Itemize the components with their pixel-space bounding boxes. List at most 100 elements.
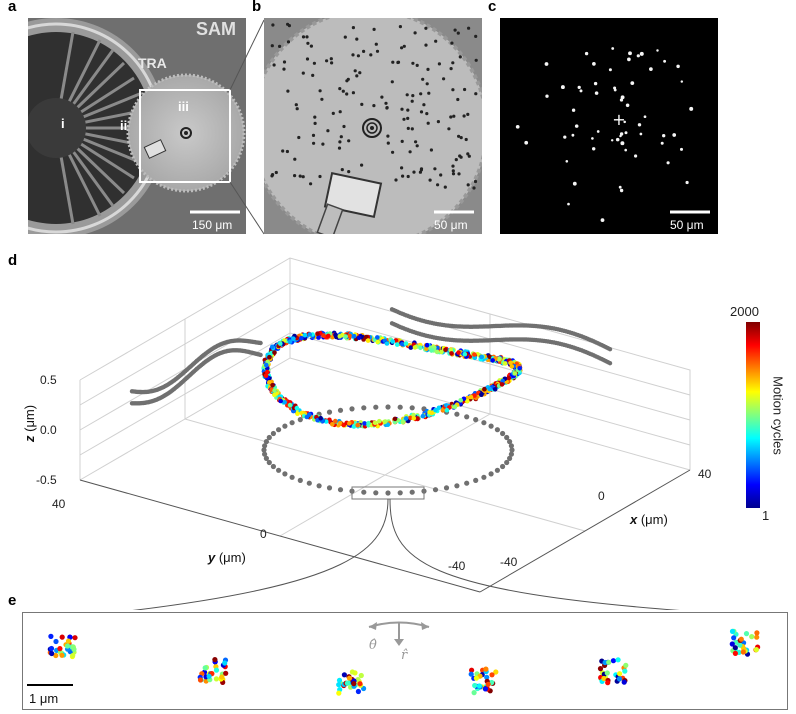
trajectory-point <box>264 362 269 368</box>
trajectory-point <box>479 392 484 397</box>
region-label-iii: iii <box>178 99 189 114</box>
trajectory-point <box>330 422 335 427</box>
fluorescent-spot <box>593 81 598 86</box>
particle-marker <box>400 46 404 50</box>
micrograph-device-overview: SAM TRA i ii iii 150 μm <box>28 18 246 234</box>
trajectory-point <box>434 349 440 355</box>
cluster-4-point <box>468 671 474 677</box>
particle-marker <box>400 139 404 143</box>
trajectory-point <box>383 419 388 424</box>
particle-marker <box>425 82 429 86</box>
trajectory-point <box>355 422 361 428</box>
cluster-3-point <box>346 675 353 681</box>
trajectory-point <box>295 411 300 416</box>
floor-projection-point <box>337 407 344 413</box>
floor-projection-point <box>397 490 403 496</box>
label-tra: TRA <box>138 55 167 71</box>
particle-marker <box>411 61 415 65</box>
cluster-6-point <box>729 628 736 634</box>
trajectory-point <box>384 341 390 346</box>
fluorescent-spot <box>680 80 684 83</box>
particle-marker <box>355 74 359 78</box>
trajectory-point <box>351 333 357 339</box>
cluster-2-point <box>219 674 225 680</box>
cluster-6-point <box>738 636 744 642</box>
cluster-3-point <box>355 677 361 683</box>
cluster-1-point <box>65 643 71 649</box>
floor-projection-point <box>326 409 333 415</box>
trajectory-point <box>375 335 380 340</box>
trajectory-point <box>424 342 430 348</box>
trajectory-point <box>366 420 371 426</box>
zoom-curve-left <box>132 498 389 610</box>
fluorescent-spot <box>524 140 529 145</box>
fluorescent-spot <box>620 95 625 100</box>
particle-marker <box>474 58 478 62</box>
floor-projection-point <box>481 474 487 480</box>
trajectory-point <box>509 364 515 369</box>
floor-projection-point <box>508 451 514 457</box>
trajectory-point <box>487 386 493 392</box>
trajectory-point <box>362 421 367 426</box>
scalebar-a-label: 150 μm <box>192 218 232 232</box>
fluorescent-spot <box>515 124 520 129</box>
cluster-3-point <box>344 680 350 686</box>
trajectory-point <box>496 357 502 362</box>
trajectory-point <box>439 349 444 355</box>
fluorescent-spot <box>624 131 628 135</box>
trajectory-point <box>482 386 487 392</box>
floor-projection-point <box>349 406 355 412</box>
cluster-3-point <box>358 672 364 679</box>
particle-marker <box>451 169 455 173</box>
scalebar-b-label: 50 μm <box>434 218 468 232</box>
trajectory-point <box>465 398 470 404</box>
cluster-4-point <box>473 675 479 681</box>
particle-marker <box>474 34 478 38</box>
particle-marker <box>442 77 446 81</box>
particle-marker <box>466 152 470 156</box>
cluster-2-point <box>213 676 219 682</box>
particle-marker <box>466 112 470 116</box>
particle-marker <box>270 44 274 48</box>
floor-projection-point <box>488 471 494 477</box>
cluster-4-point <box>471 690 477 696</box>
fluorescent-spot <box>608 68 612 72</box>
z-axis-label: z (μm) <box>22 405 37 443</box>
trajectory-point <box>270 344 275 350</box>
particle-marker <box>467 26 471 30</box>
particle-marker <box>293 174 297 178</box>
trajectory-point <box>429 410 435 416</box>
particle-marker <box>271 173 275 177</box>
trajectory-point <box>468 394 474 400</box>
trajectory-point <box>333 418 338 424</box>
particle-marker <box>386 141 390 145</box>
trajectory-point <box>377 418 382 424</box>
trajectory-point <box>408 345 414 350</box>
floor-projection-point <box>373 490 379 496</box>
trajectory-3d-plot: 0.5 0.0 -0.5 z (μm) 40 0 -40 y (μm) 40 0… <box>22 257 712 610</box>
particle-marker <box>312 141 316 145</box>
trajectory-point <box>372 420 378 426</box>
particle-marker <box>402 44 406 48</box>
particle-marker <box>272 63 276 67</box>
particle-marker <box>422 103 426 107</box>
floor-projection-point <box>508 443 514 449</box>
cluster-5-point <box>615 657 621 663</box>
cluster-6-point <box>754 630 760 636</box>
cluster-4-point <box>485 681 491 687</box>
cluster-1-point <box>59 634 65 640</box>
particle-marker <box>347 139 351 143</box>
particle-marker <box>337 146 342 150</box>
particle-marker <box>331 111 335 115</box>
particle-marker <box>406 174 410 179</box>
particle-marker <box>311 73 315 77</box>
floor-projection-point <box>266 459 272 466</box>
cluster-4-point <box>484 674 490 680</box>
trajectory-point <box>302 332 308 338</box>
trajectory-point <box>443 347 448 353</box>
particle-marker <box>443 185 447 189</box>
cluster-1-point <box>48 645 55 652</box>
fluorescent-spot <box>592 62 596 66</box>
particle-marker <box>372 27 376 31</box>
trajectory-point <box>356 335 362 341</box>
